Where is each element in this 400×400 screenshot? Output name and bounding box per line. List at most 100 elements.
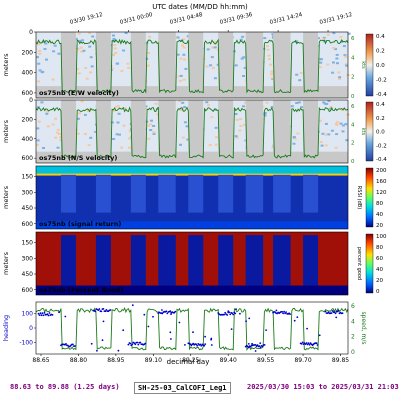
heatmap-cell bbox=[80, 50, 84, 53]
heading-point bbox=[284, 312, 286, 315]
top-tick-label: 03/31 09:36 bbox=[219, 12, 253, 26]
colorbar-tick-label: -0.2 bbox=[376, 143, 387, 149]
y-tick-label: 200 bbox=[22, 49, 34, 56]
heatmap-cell bbox=[319, 119, 322, 122]
heading-point bbox=[74, 345, 76, 347]
heatmap-cell bbox=[114, 51, 118, 54]
heatmap-cell bbox=[126, 62, 130, 65]
heatmap-cell bbox=[89, 136, 93, 139]
y-tick-label: 400 bbox=[22, 136, 34, 143]
heatmap-block bbox=[218, 235, 234, 286]
colorbar bbox=[365, 33, 374, 97]
speed-axis-tick: 4 bbox=[351, 55, 355, 61]
heatmap-cell bbox=[146, 64, 150, 67]
y-tick-label: 300 bbox=[22, 255, 34, 262]
heatmap-cell bbox=[319, 141, 323, 144]
top-tick-label: 03/31 00:00 bbox=[119, 12, 153, 26]
panel-title: os75nb (signal return) bbox=[39, 220, 121, 228]
heading-point bbox=[226, 314, 229, 316]
heading-point bbox=[204, 343, 207, 345]
heatmap-cell bbox=[185, 125, 189, 128]
heatmap-cell bbox=[269, 63, 273, 66]
heatmap-cell bbox=[94, 130, 98, 133]
heatmap-cell bbox=[115, 105, 118, 108]
heading-point bbox=[231, 312, 234, 315]
heatmap-cell bbox=[341, 124, 345, 127]
heatmap-block bbox=[95, 174, 111, 213]
heatmap-block bbox=[60, 235, 76, 286]
heatmap-cell bbox=[340, 109, 344, 111]
colorbar-tick-label: 200 bbox=[376, 168, 387, 174]
heatmap-cell bbox=[234, 64, 238, 67]
heading-point bbox=[248, 317, 251, 320]
heatmap-cell bbox=[270, 76, 274, 79]
heatmap-block bbox=[130, 235, 146, 286]
heatmap-cell bbox=[271, 33, 275, 36]
panel-3: os75nb (signal return) 200 160 120 80 40 20 RSS… bbox=[2, 165, 387, 230]
heatmap-cell bbox=[335, 133, 339, 136]
heading-point bbox=[228, 311, 231, 314]
heatmap-cell bbox=[239, 38, 243, 41]
heatmap-cell bbox=[181, 136, 185, 139]
heatmap-cell bbox=[88, 32, 92, 35]
colorbar-tick-label: 20 bbox=[376, 278, 383, 284]
y-tick-label: 600 bbox=[22, 90, 34, 97]
heading-point bbox=[300, 342, 303, 345]
heatmap-cell bbox=[152, 131, 156, 134]
heatmap-cell bbox=[51, 78, 55, 81]
speed-line bbox=[35, 38, 349, 94]
bottom-tick-label: 89.40 bbox=[220, 357, 237, 364]
heatmap-cell bbox=[323, 102, 327, 105]
heatmap-cell bbox=[183, 121, 187, 124]
colorbar-tick-label: 80 bbox=[376, 245, 383, 251]
heatmap-cell bbox=[80, 100, 84, 103]
colorbar-tick-label: 0.2 bbox=[376, 49, 385, 55]
heatmap-cell bbox=[52, 50, 56, 53]
heatmap-cell bbox=[78, 40, 82, 43]
heatmap-cell bbox=[339, 122, 343, 125]
panel-title: os75nb (E/W velocity) bbox=[39, 89, 119, 97]
footer-cruise: SH-25-03_CalCOFI_Leg1 bbox=[134, 382, 231, 394]
heatmap-block bbox=[188, 235, 204, 286]
heatmap-cell bbox=[89, 56, 93, 59]
heading-point bbox=[170, 338, 172, 340]
heading-point bbox=[127, 343, 130, 346]
colorbar-tick-label: 60 bbox=[376, 256, 383, 262]
heatmap-cell bbox=[36, 139, 40, 142]
heading-point bbox=[144, 342, 147, 345]
heading-point bbox=[90, 342, 93, 345]
heatmap-cell bbox=[338, 76, 342, 79]
heading-point bbox=[39, 312, 42, 315]
heatmap-block bbox=[245, 235, 264, 286]
heatmap-cell bbox=[292, 142, 296, 145]
heatmap-cell bbox=[262, 47, 266, 50]
heading-point bbox=[196, 344, 199, 347]
heatmap-cell bbox=[89, 71, 93, 74]
heatmap-cell bbox=[271, 146, 275, 149]
heatmap-cell bbox=[261, 118, 265, 121]
no-data-block bbox=[218, 100, 234, 163]
heading-point bbox=[143, 313, 146, 316]
heading-point bbox=[259, 346, 262, 349]
heatmap-cell bbox=[45, 58, 48, 61]
speed-axis-tick: 0 bbox=[351, 94, 355, 100]
heatmap-cell bbox=[36, 42, 40, 45]
heatmap-cell bbox=[327, 100, 331, 103]
heatmap-cell bbox=[332, 61, 335, 64]
heatmap-cell bbox=[77, 32, 81, 35]
heatmap-cell bbox=[297, 101, 301, 104]
heatmap-cell bbox=[182, 38, 186, 41]
heatmap-cell bbox=[123, 107, 127, 110]
bottom-axis-label: decimal day bbox=[167, 358, 210, 366]
heatmap-cell bbox=[85, 77, 89, 80]
heatmap-cell bbox=[128, 130, 132, 133]
y-tick-label: 450 bbox=[22, 205, 34, 212]
heatmap-cell bbox=[38, 49, 42, 52]
heading-point bbox=[41, 312, 44, 315]
heatmap-cell bbox=[54, 117, 58, 120]
heading-point bbox=[169, 331, 172, 334]
heatmap-cell bbox=[43, 48, 47, 50]
heatmap-cell bbox=[120, 146, 124, 149]
heatmap-cell bbox=[215, 136, 218, 139]
heading-point bbox=[203, 344, 206, 347]
